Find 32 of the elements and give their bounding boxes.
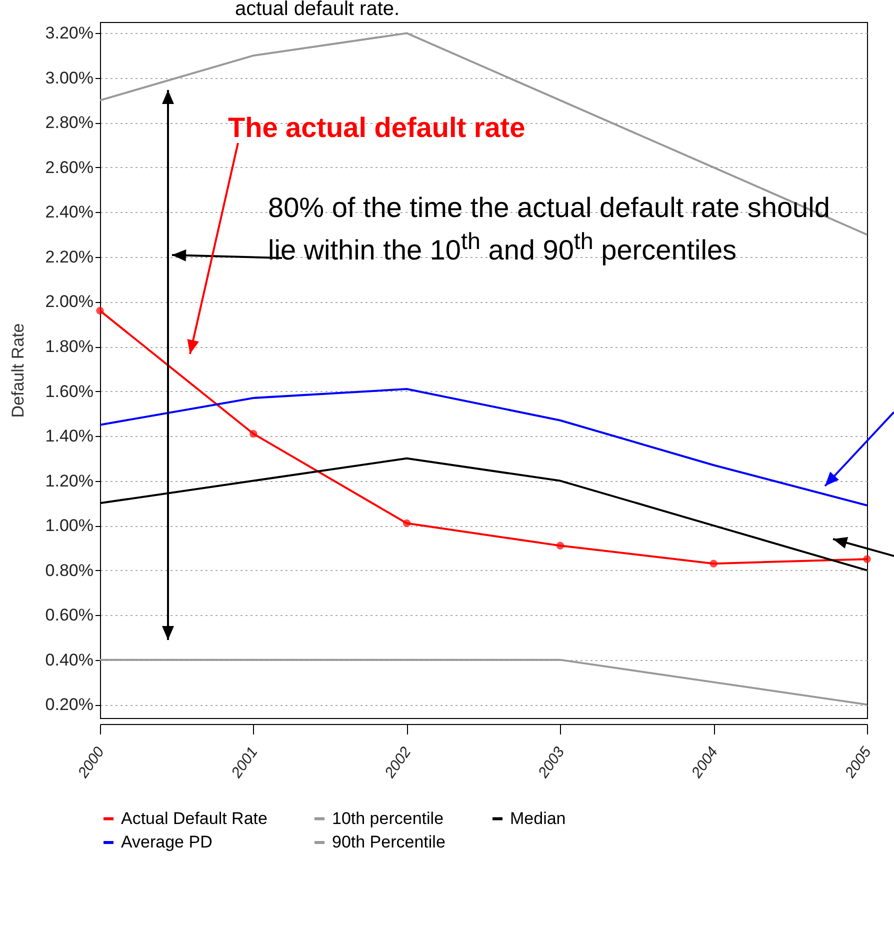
annotation: 80% of the time the actual default rate should lie within the 10$^{th}$ and 90$^{th}$ percentiles xyxy=(268,191,831,268)
y-tick-label: 2.20% xyxy=(45,247,94,266)
y-tick-label: 1.00% xyxy=(45,516,94,536)
legend-label: Average PD xyxy=(121,832,212,852)
line-series xyxy=(99,388,868,506)
point xyxy=(402,519,411,528)
point xyxy=(710,560,718,568)
legend-label: 10th percentile xyxy=(332,808,444,828)
legend-label: Actual Default Rate xyxy=(121,808,268,828)
y-tick-label: 1.80% xyxy=(45,337,94,356)
legend-label: Median xyxy=(510,808,566,828)
y-tick-label: 3.00% xyxy=(45,68,94,88)
y-tick-label: 1.20% xyxy=(45,471,94,490)
y-tick-label: 0.80% xyxy=(45,560,94,580)
y-tick-label: 1.60% xyxy=(45,382,94,401)
y-tick-label: 2.60% xyxy=(45,158,94,177)
y-tick-label: 0.20% xyxy=(45,695,94,714)
y-tick-label: 0.60% xyxy=(45,606,94,625)
annotation: The actual default rate xyxy=(228,112,526,144)
point xyxy=(863,555,871,563)
y-axis-title: Default Rate xyxy=(8,323,28,418)
point xyxy=(250,430,258,438)
y-tick-label: 0.40% xyxy=(45,650,94,670)
text: actual default rate. xyxy=(235,0,400,21)
y-tick-label: 1.40% xyxy=(45,426,94,446)
point xyxy=(556,542,564,550)
legend-label: 90th Percentile xyxy=(332,832,446,852)
y-tick-label: 2.80% xyxy=(45,113,94,132)
y-tick-label: 2.40% xyxy=(45,202,94,222)
y-tick-label: 2.00% xyxy=(45,292,94,312)
point xyxy=(96,306,104,315)
y-tick-label: 3.20% xyxy=(45,24,94,43)
